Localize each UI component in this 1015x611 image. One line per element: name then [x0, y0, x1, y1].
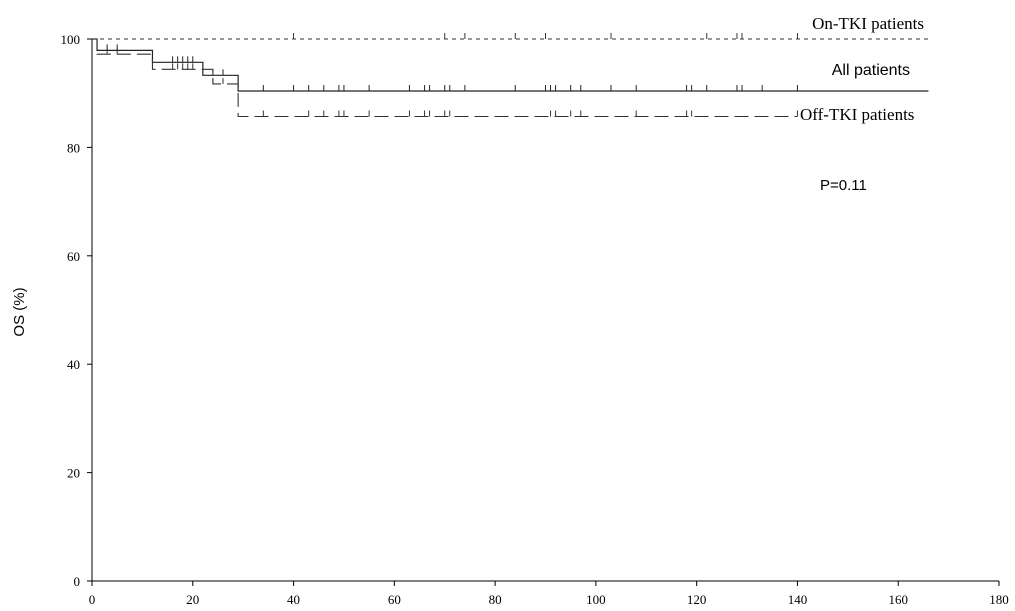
x-tick-label: 160	[888, 592, 908, 607]
y-tick-label: 80	[67, 140, 80, 155]
labels-layer: OS (%) On-TKI patients All patients Off-…	[11, 14, 924, 337]
series-1	[92, 38, 929, 92]
y-tick-label: 100	[61, 32, 81, 47]
axes: 0 20 40 60 80 100 120 140 160 180 0 20 40 60 80 100	[61, 32, 1009, 607]
series-label-all-patients: All patients	[832, 62, 910, 79]
series-label-off-tki: Off-TKI patients	[800, 105, 914, 124]
p-value-annotation: P=0.11	[820, 177, 867, 194]
x-tick-label: 180	[989, 592, 1009, 607]
x-tick-label: 0	[89, 592, 96, 607]
x-tick-label: 100	[586, 592, 606, 607]
y-tick-label: 60	[67, 249, 80, 264]
series-label-on-tki: On-TKI patients	[812, 14, 924, 33]
y-tick-label: 0	[74, 574, 81, 589]
y-axis-label: OS (%)	[11, 287, 28, 336]
series-line	[92, 38, 929, 92]
x-tick-label: 120	[687, 592, 707, 607]
x-tick-label: 140	[788, 592, 808, 607]
series-layer	[92, 33, 929, 118]
y-tick-label: 40	[67, 357, 80, 372]
y-tick-label: 20	[67, 466, 80, 481]
x-tick-label: 60	[388, 592, 401, 607]
x-tick-label: 80	[489, 592, 502, 607]
series-0	[92, 33, 929, 40]
series-line	[92, 38, 798, 118]
x-tick-label: 20	[186, 592, 199, 607]
series-2	[92, 38, 798, 118]
x-tick-label: 40	[287, 592, 300, 607]
